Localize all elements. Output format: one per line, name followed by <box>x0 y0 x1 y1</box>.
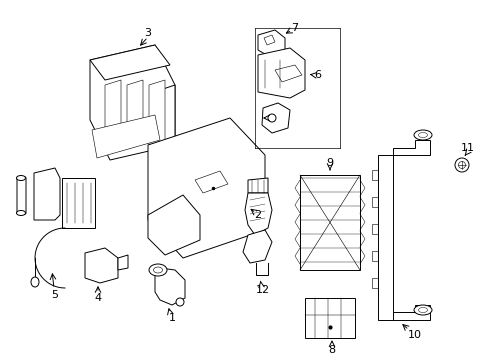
Text: 5: 5 <box>51 290 59 300</box>
Ellipse shape <box>454 158 468 172</box>
Text: 6: 6 <box>314 70 321 80</box>
Text: 11: 11 <box>460 143 474 153</box>
Polygon shape <box>148 118 264 258</box>
Polygon shape <box>90 45 170 80</box>
Text: 12: 12 <box>255 285 269 295</box>
Text: 3: 3 <box>144 28 151 38</box>
Polygon shape <box>262 103 289 133</box>
Polygon shape <box>149 80 164 145</box>
Text: 8: 8 <box>328 345 335 355</box>
Ellipse shape <box>413 130 431 140</box>
Text: 10: 10 <box>407 330 421 340</box>
Polygon shape <box>127 80 142 145</box>
Polygon shape <box>247 178 267 193</box>
Text: 1: 1 <box>168 313 175 323</box>
Ellipse shape <box>418 132 427 138</box>
Text: 2: 2 <box>254 210 261 220</box>
Polygon shape <box>299 175 359 270</box>
Polygon shape <box>377 155 392 320</box>
Text: 7: 7 <box>291 23 298 33</box>
Polygon shape <box>243 230 271 263</box>
Polygon shape <box>62 178 95 228</box>
Text: 4: 4 <box>94 293 102 303</box>
Polygon shape <box>155 268 184 305</box>
Ellipse shape <box>176 298 183 306</box>
Polygon shape <box>105 80 121 145</box>
Polygon shape <box>258 48 305 98</box>
Polygon shape <box>264 35 274 45</box>
Ellipse shape <box>153 267 162 273</box>
Polygon shape <box>195 171 227 193</box>
Ellipse shape <box>413 305 431 315</box>
Ellipse shape <box>149 264 167 276</box>
Polygon shape <box>85 248 118 283</box>
FancyBboxPatch shape <box>17 177 26 214</box>
Polygon shape <box>244 193 271 235</box>
Polygon shape <box>392 140 429 155</box>
Polygon shape <box>274 65 302 82</box>
Polygon shape <box>90 45 175 160</box>
Polygon shape <box>118 255 128 270</box>
Ellipse shape <box>267 114 275 122</box>
Ellipse shape <box>17 211 25 216</box>
Polygon shape <box>160 85 175 150</box>
Polygon shape <box>92 115 160 158</box>
Ellipse shape <box>418 307 427 312</box>
Polygon shape <box>34 168 60 220</box>
Polygon shape <box>148 195 200 255</box>
Ellipse shape <box>17 175 25 180</box>
Ellipse shape <box>458 162 465 168</box>
Polygon shape <box>258 30 285 57</box>
Text: 9: 9 <box>326 158 333 168</box>
Ellipse shape <box>31 277 39 287</box>
Polygon shape <box>305 298 354 338</box>
Polygon shape <box>392 305 429 320</box>
